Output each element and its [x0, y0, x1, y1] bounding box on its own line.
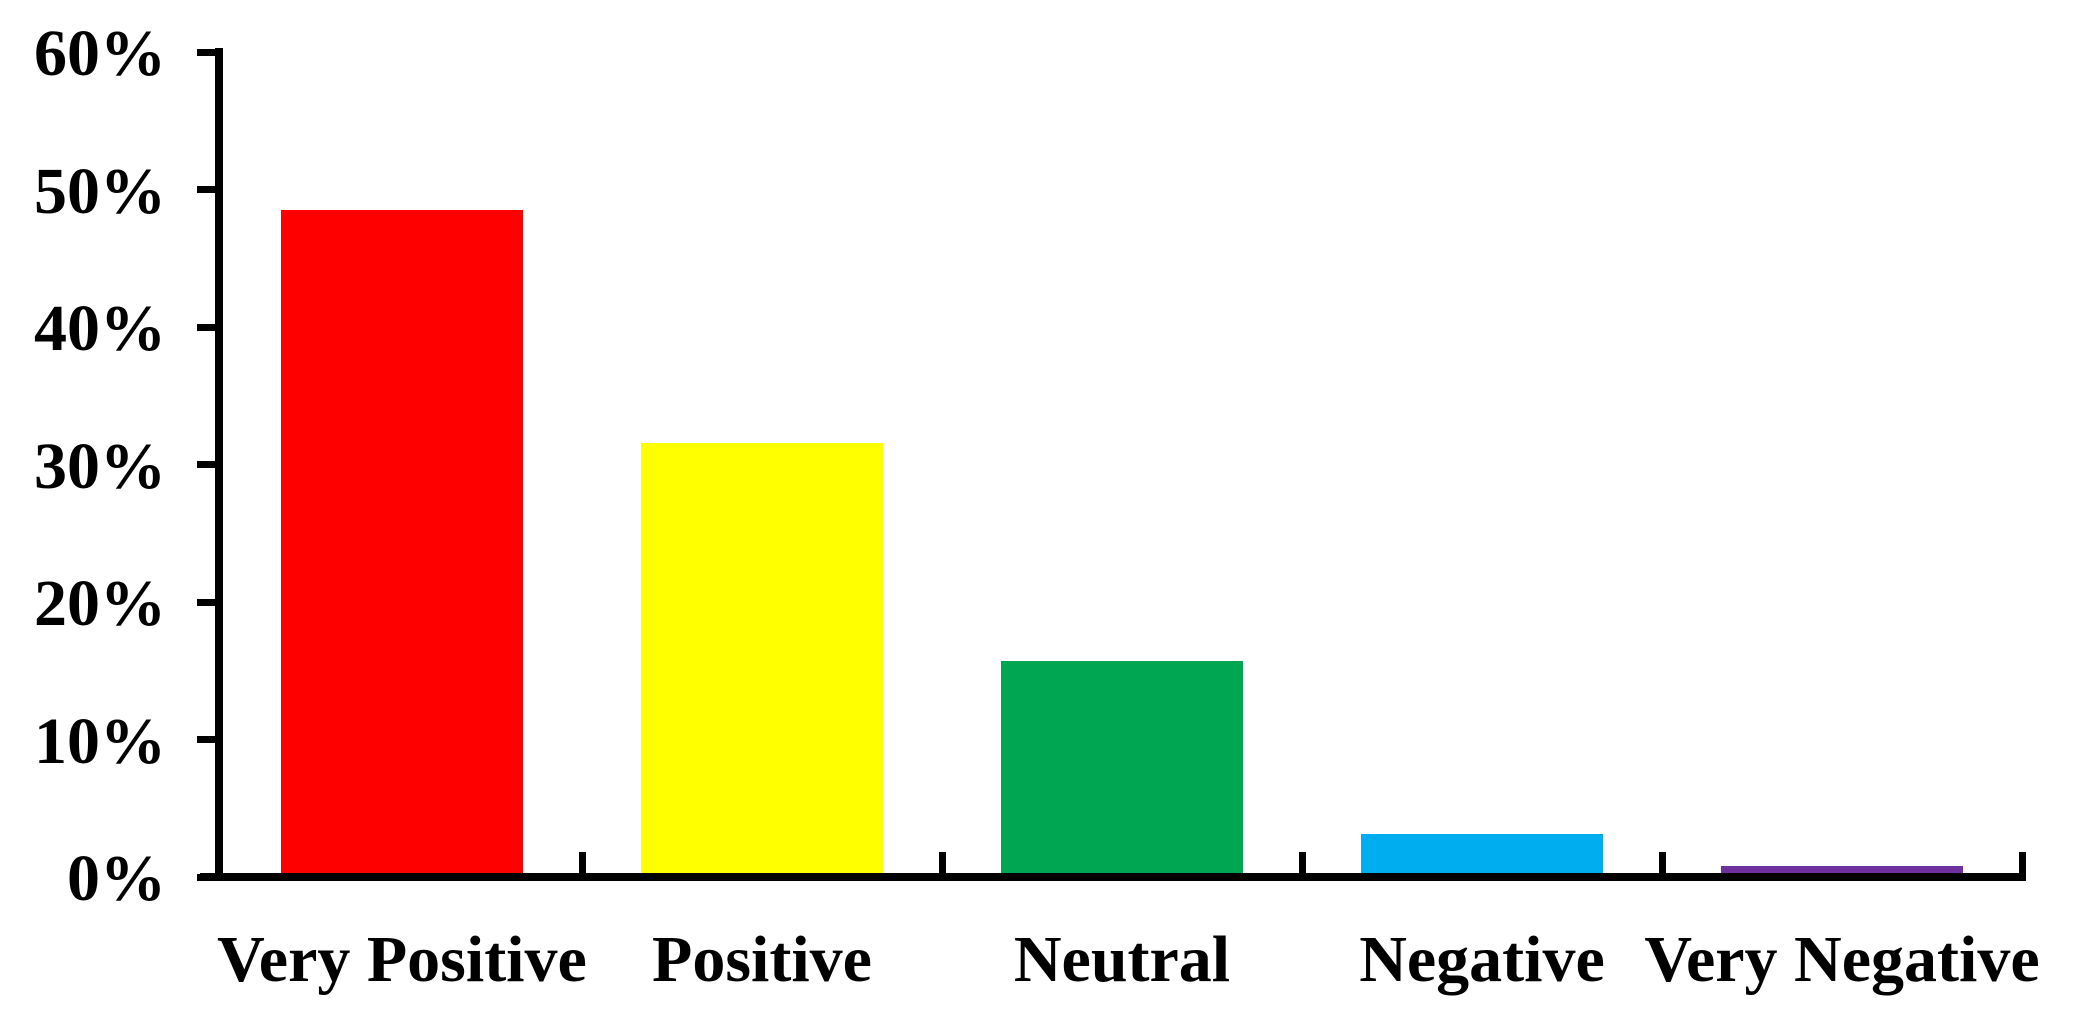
y-axis-tick-label-60-: 60% — [34, 17, 166, 90]
x-axis-tick-2 — [938, 852, 946, 873]
x-axis-tick-4 — [1658, 852, 1666, 873]
x-axis-label-positive: Positive — [652, 923, 872, 996]
y-axis-tick-label-0-: 0% — [67, 842, 166, 915]
x-axis-line — [200, 873, 2026, 881]
x-axis-label-very-positive: Very Positive — [217, 923, 587, 996]
y-axis-tick-10- — [197, 736, 223, 743]
y-axis-tick-40- — [197, 323, 223, 331]
y-axis-tick-50- — [197, 186, 223, 193]
y-axis-tick-30- — [197, 461, 223, 468]
x-axis-label-negative: Negative — [1359, 923, 1605, 996]
y-axis-tick-60- — [197, 48, 223, 56]
y-axis-tick-label-30-: 30% — [34, 429, 166, 503]
y-axis-tick-label-10-: 10% — [34, 704, 166, 778]
bar-negative — [1361, 834, 1603, 877]
x-axis-label-neutral: Neutral — [1013, 923, 1231, 996]
y-axis-tick-20- — [197, 598, 223, 606]
y-axis-tick-label-40-: 40% — [34, 292, 166, 365]
x-axis-tick-3 — [1298, 852, 1306, 873]
x-axis-tick-1 — [578, 852, 586, 873]
bar-positive — [641, 442, 883, 877]
bar-very-positive — [281, 210, 523, 877]
bar-very-negative — [1721, 866, 1963, 877]
bar-neutral — [1001, 661, 1243, 877]
y-axis-tick-label-20-: 20% — [34, 567, 166, 640]
x-axis-label-very-negative: Very Negative — [1644, 923, 2040, 996]
x-axis-tick-5 — [2018, 852, 2026, 873]
y-axis-tick-label-50-: 50% — [34, 154, 166, 228]
